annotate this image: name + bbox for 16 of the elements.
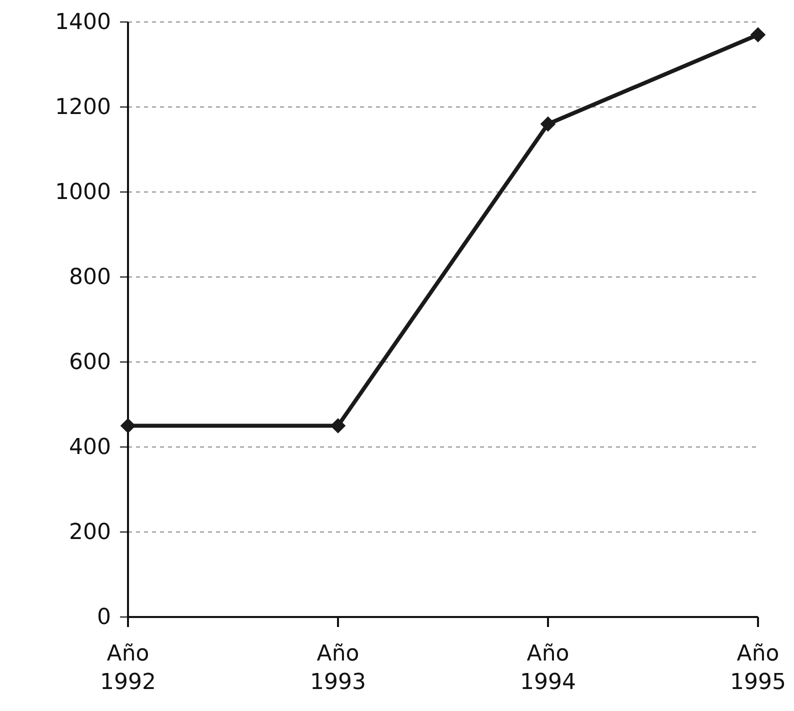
point bbox=[120, 418, 136, 434]
x-tick-label: Año 1993 bbox=[310, 642, 366, 696]
y-tick-label: 1000 bbox=[55, 180, 111, 206]
point bbox=[750, 27, 766, 42]
y-tick-label: 1400 bbox=[55, 10, 111, 36]
y-tick-label: 400 bbox=[69, 435, 111, 460]
y-tick-label: 200 bbox=[69, 520, 111, 546]
y-tick-label: 0 bbox=[97, 605, 111, 630]
y-tick-label: 600 bbox=[69, 350, 111, 376]
x-tick-label: Año 1994 bbox=[520, 642, 576, 696]
point bbox=[540, 116, 556, 132]
x-tick-label: Año 1995 bbox=[730, 642, 786, 696]
point bbox=[330, 418, 346, 434]
y-tick-label: 800 bbox=[69, 265, 111, 290]
x-tick-label: Año 1992 bbox=[100, 642, 156, 696]
y-tick-label: 1200 bbox=[55, 95, 111, 120]
